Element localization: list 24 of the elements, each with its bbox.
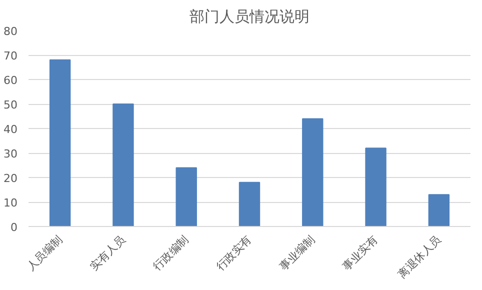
y-tick-label: 20 xyxy=(4,172,18,185)
x-tick-label: 事业编制 xyxy=(276,232,318,274)
y-tick-label: 50 xyxy=(4,98,18,112)
y-tick-label: 80 xyxy=(4,25,18,38)
bar xyxy=(238,182,260,226)
bar xyxy=(302,118,324,226)
x-tick-label: 离退休人员 xyxy=(395,232,444,281)
bar xyxy=(112,104,134,226)
x-tick-label: 事业实有 xyxy=(340,232,380,274)
y-tick-label: 10 xyxy=(4,196,18,210)
x-tick-label: 实有人员 xyxy=(88,232,128,274)
x-tick-label: 人员编制 xyxy=(24,232,65,274)
y-tick-label: 60 xyxy=(4,74,18,87)
x-tick-label: 行政实有 xyxy=(214,232,254,274)
chart-title: 部门人员情况说明 xyxy=(190,8,310,26)
y-tick-label: 30 xyxy=(4,148,18,160)
bar xyxy=(176,167,197,226)
y-tick-label: 70 xyxy=(4,50,18,62)
y-tick-label: 0 xyxy=(10,221,18,234)
bar xyxy=(365,148,386,226)
bar xyxy=(428,194,450,226)
x-tick-label: 行政编制 xyxy=(150,232,191,274)
y-tick-label: 40 xyxy=(4,123,18,136)
bar xyxy=(49,59,71,226)
